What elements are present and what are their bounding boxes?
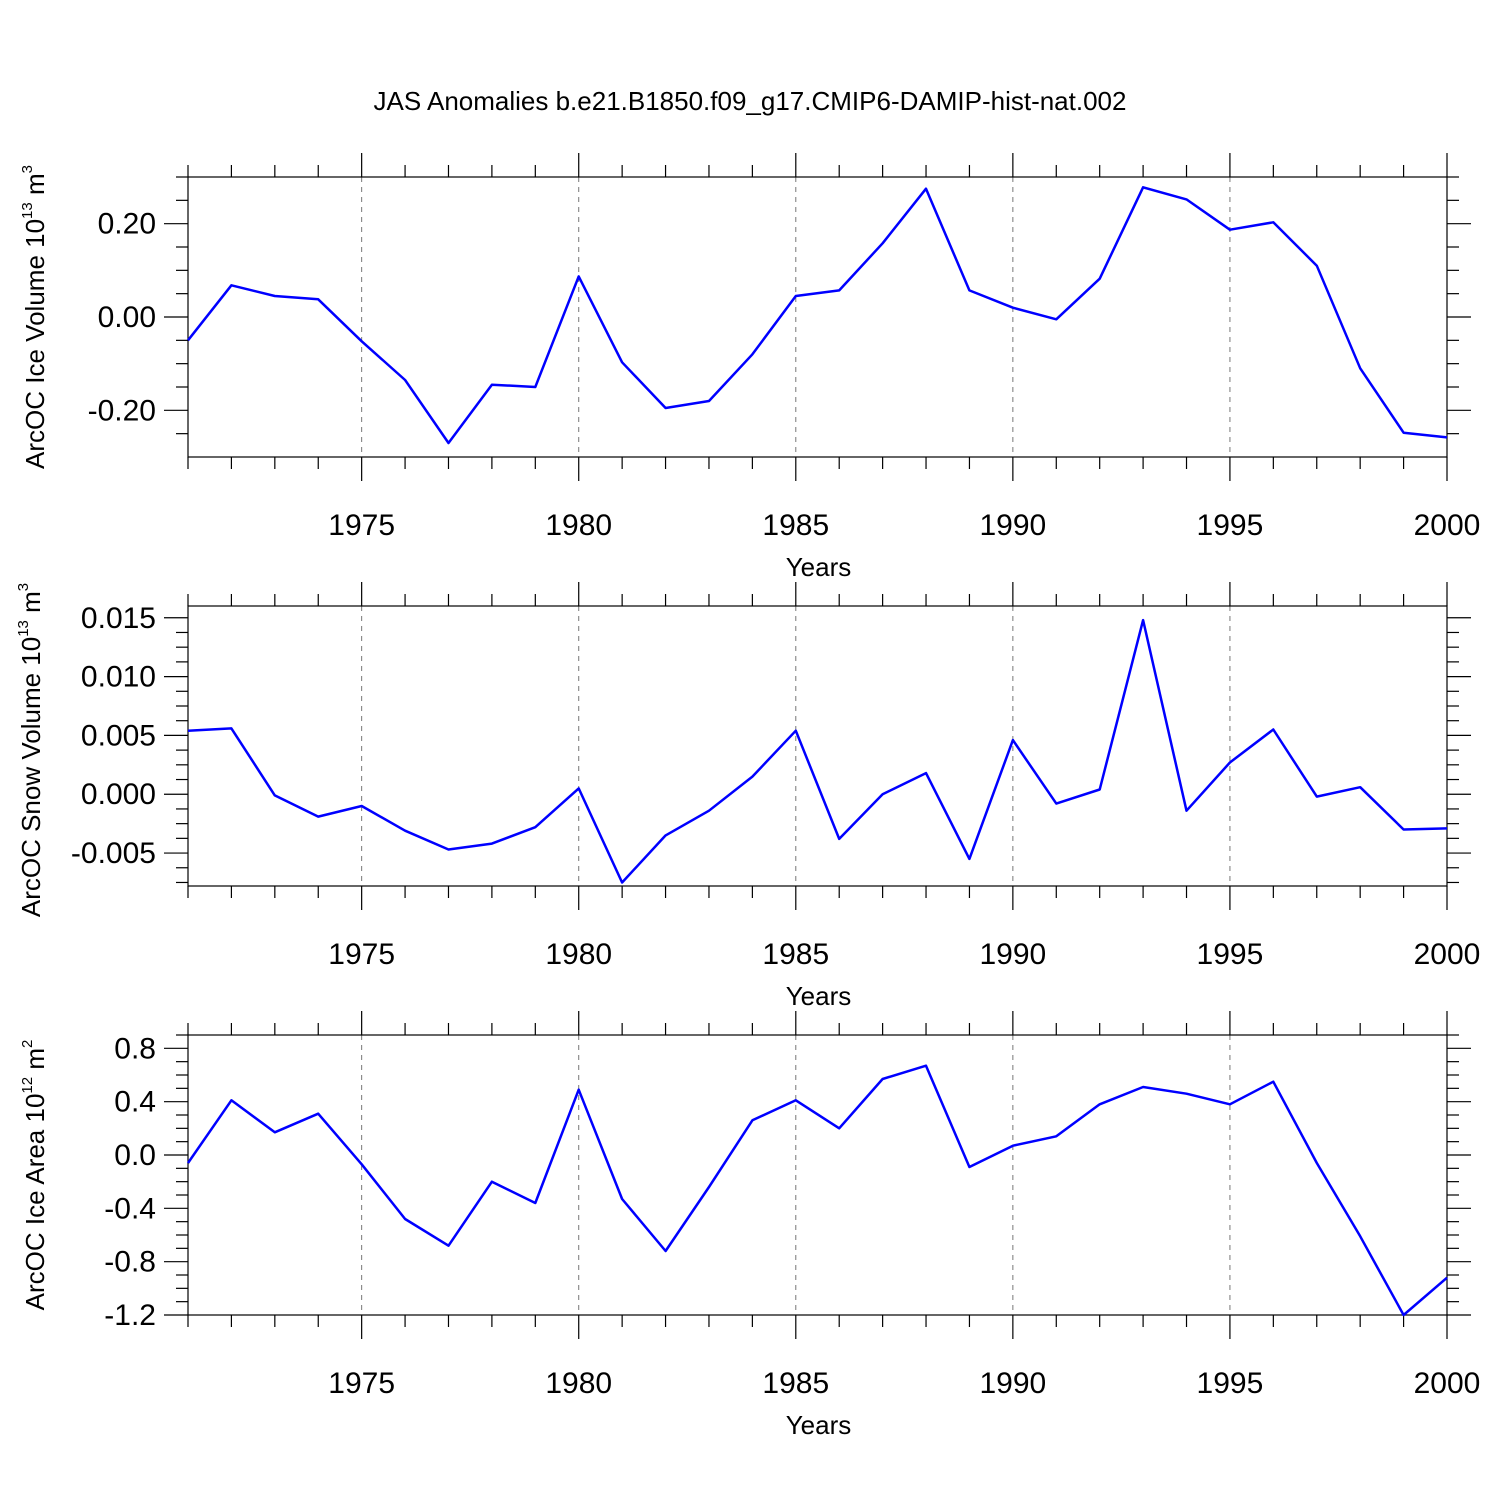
x-tick-label: 1985 (762, 509, 829, 542)
x-tick-label: 1975 (328, 938, 395, 971)
x-tick-label: 1975 (328, 509, 395, 542)
y-tick-label: 0.00 (98, 301, 156, 334)
y-tick-label: 0.20 (98, 208, 156, 241)
x-tick-label: 1990 (979, 509, 1046, 542)
plot-frame (187, 605, 1448, 887)
y-axis-label-part: 3 (15, 583, 32, 591)
x-tick-label: 1980 (545, 509, 612, 542)
y-axis-label-part: 13 (19, 202, 36, 219)
x-tick-label: 1980 (545, 1367, 612, 1400)
x-tick-label: 2000 (1414, 938, 1481, 971)
y-tick-label: -0.005 (71, 837, 156, 870)
y-axis-label-part: m (20, 1048, 50, 1077)
x-axis-label: Years (786, 552, 852, 582)
y-tick-label: 0.005 (81, 719, 156, 752)
y-tick-label: 0.8 (114, 1032, 156, 1065)
panel-3: 0.8 0.4 0.0 -0.4 -0.8 -1.2 1975 1980 1985 1990 199… (19, 1011, 1480, 1440)
series-line (187, 618, 1448, 884)
series-line (186, 1064, 1448, 1317)
y-axis-label-part: 13 (15, 620, 32, 637)
y-tick-label: -0.4 (104, 1192, 156, 1225)
y-axis-label-part: m (20, 173, 50, 202)
x-tick-label: 1995 (1197, 938, 1264, 971)
x-tick-label: 1995 (1197, 509, 1264, 542)
x-tick-label: 1990 (979, 1367, 1046, 1400)
y-axis-label-part: 3 (19, 165, 36, 173)
y-tick-label: 0.0 (114, 1139, 156, 1172)
y-tick-label: 0.015 (81, 602, 156, 635)
y-tick-label: -1.2 (104, 1299, 156, 1332)
plot-frame (187, 176, 1448, 458)
x-axis-label: Years (786, 1410, 852, 1440)
y-tick-label: -0.8 (104, 1246, 156, 1279)
chart-title: JAS Anomalies b.e21.B1850.f09_g17.CMIP6-… (374, 86, 1127, 116)
x-tick-label: 2000 (1414, 509, 1481, 542)
x-tick-label: 1980 (545, 938, 612, 971)
x-tick-label: 1985 (762, 1367, 829, 1400)
x-tick-label: 1985 (762, 938, 829, 971)
panel-2: 0.015 0.010 0.005 0.000 -0.005 1975 1980 1985 19… (15, 582, 1480, 1011)
y-axis-label: ArcOC Snow Volume 1013 m3 (15, 583, 46, 917)
x-tick-label: 1975 (328, 1367, 395, 1400)
plot-frame (187, 1034, 1448, 1316)
y-axis-label-part: ArcOC Ice Area 10 (20, 1094, 50, 1311)
x-tick-label: 2000 (1414, 1367, 1481, 1400)
y-tick-label: 0.010 (81, 661, 156, 694)
x-tick-label: 1995 (1197, 1367, 1264, 1400)
x-tick-label: 1990 (979, 938, 1046, 971)
y-axis-label-part: 12 (19, 1077, 36, 1094)
y-axis-label-part: ArcOC Snow Volume 10 (16, 637, 46, 917)
series-line (187, 186, 1448, 445)
y-tick-label: 0.000 (81, 778, 156, 811)
y-axis-label-part: ArcOC Ice Volume 10 (20, 219, 50, 469)
y-axis-label: ArcOC Ice Area 1012 m2 (19, 1040, 50, 1311)
x-axis-label: Years (786, 981, 852, 1011)
y-tick-label: -0.20 (88, 394, 156, 427)
y-axis-label-part: 2 (19, 1040, 36, 1048)
y-axis-label-part: m (16, 591, 46, 620)
y-tick-label: 0.4 (114, 1086, 156, 1119)
y-axis-label: ArcOC Ice Volume 1013 m3 (19, 165, 50, 469)
panels: 0.20 0.00 -0.20 1975 1980 1985 1990 1995 2000 Yea… (15, 153, 1480, 1440)
panel-1: 0.20 0.00 -0.20 1975 1980 1985 1990 1995 2000 Yea… (19, 153, 1480, 582)
